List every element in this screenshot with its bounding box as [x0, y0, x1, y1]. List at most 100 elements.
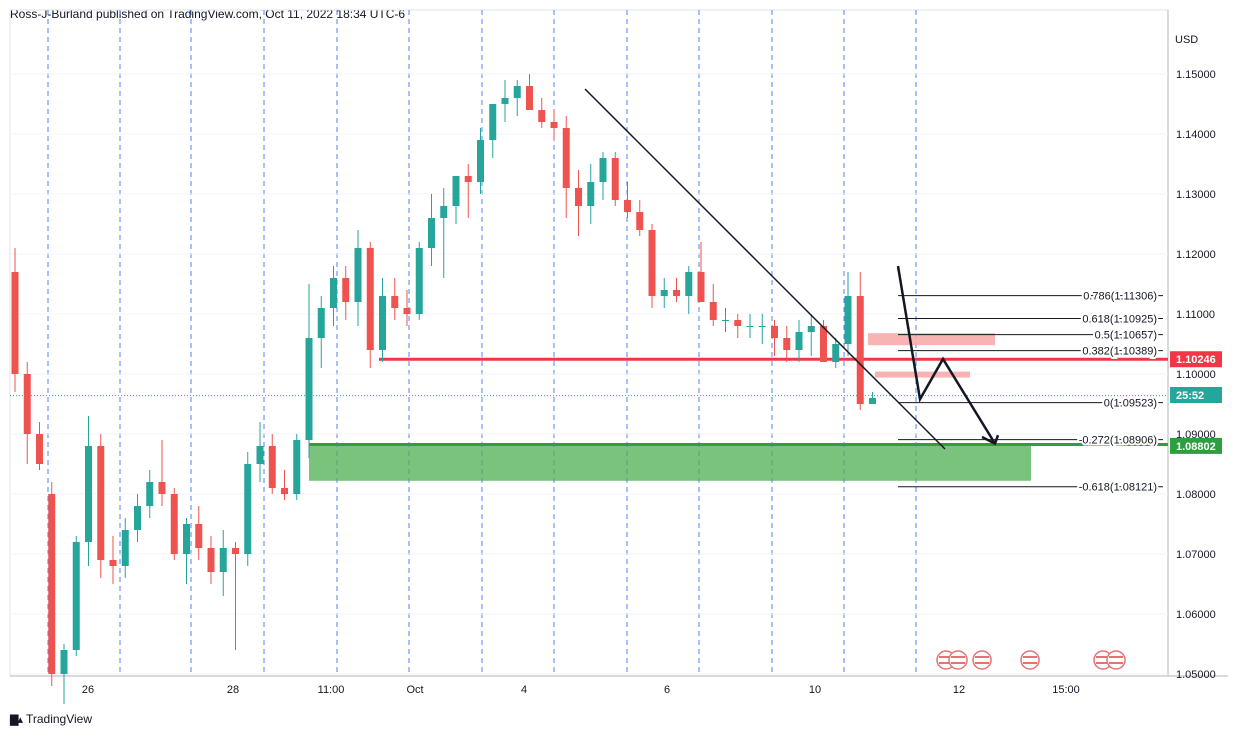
candle-body [293, 440, 301, 494]
candle-body [599, 158, 607, 182]
event-flag-icon [948, 650, 968, 670]
fib-level-label: 0.618(1.10925) [1082, 314, 1157, 326]
price-tick-label: 1.12000 [1176, 249, 1216, 261]
fib-level-label: -0.272(1.08906) [1079, 435, 1157, 447]
candle-body [440, 206, 448, 218]
candle-body [820, 326, 827, 362]
price-tick-label: 1.08000 [1176, 489, 1216, 501]
candle-body [869, 398, 876, 404]
candle-body [268, 446, 276, 488]
time-tick-label: 10 [809, 684, 821, 696]
candle-body [685, 272, 693, 296]
candle-body [673, 290, 680, 296]
price-tick-label: 1.10000 [1176, 369, 1216, 381]
candle-body [832, 344, 840, 362]
price-label-box [1170, 437, 1222, 454]
time-axis: 26 28 11:00 Oct 4 6 10 12 15:00 [82, 684, 1080, 696]
candle-body [709, 302, 717, 320]
candle-body [207, 548, 215, 572]
candle-body [501, 98, 509, 104]
candle-body [746, 326, 754, 327]
price-label-box [1170, 351, 1222, 368]
candle-body [771, 326, 778, 338]
candle-body [575, 188, 582, 206]
candle-body [526, 86, 533, 110]
price-tick-label: 1.15000 [1176, 69, 1216, 81]
price-tick-label: 1.11000 [1176, 309, 1215, 321]
projection-arrowhead [981, 434, 1000, 446]
footer-brand: TradingView [25, 712, 93, 726]
candle-body [195, 524, 203, 548]
candles [11, 74, 876, 704]
candle-body [158, 482, 166, 494]
price-label-text: 25:52 [1176, 390, 1204, 402]
support-zone [309, 444, 1031, 481]
fib-level-label: 0.5(1.10657) [1095, 330, 1157, 342]
drawings [584, 88, 1000, 450]
time-tick-label: 4 [521, 684, 527, 696]
candle-body [366, 248, 374, 350]
candle-body [379, 296, 386, 350]
candle-body [244, 464, 252, 554]
candle-body [844, 296, 852, 344]
candle-body [562, 128, 570, 188]
candle-body [758, 326, 766, 327]
event-flag-icon [972, 650, 992, 670]
fib-level-label: -0.618(1.08121) [1079, 482, 1157, 494]
candle-body [795, 332, 803, 350]
time-tick-label: 15:00 [1052, 684, 1080, 696]
candle-body [856, 296, 864, 404]
candle-body [452, 176, 460, 206]
price-tick-label: 1.05000 [1176, 669, 1216, 681]
candle-body [256, 446, 264, 464]
candle-body [219, 548, 227, 572]
price-tick-label: 1.14000 [1176, 129, 1216, 141]
candle-body [403, 308, 411, 314]
candle-body [146, 482, 154, 506]
candle-body [636, 212, 644, 230]
fib-level-label: 0.786(1.11306) [1083, 291, 1157, 303]
candle-body [697, 272, 705, 302]
candle-body [391, 296, 399, 308]
gridlines [9, 9, 1228, 677]
candle-body [183, 524, 190, 554]
candle-body [415, 248, 423, 314]
price-axis: 1.15000 1.14000 1.13000 1.12000 1.11000 1.100… [1170, 69, 1222, 681]
event-flag-icon [1020, 650, 1040, 670]
candle-body [587, 182, 595, 206]
price-label-text: 1.10246 [1176, 354, 1216, 366]
candle-body [121, 530, 129, 566]
candle-body [60, 650, 68, 674]
candle-body [85, 446, 92, 542]
fib-level-label: 0(1.09523) [1104, 398, 1157, 410]
trendline [584, 88, 946, 450]
price-tick-label: 1.06000 [1176, 609, 1216, 621]
time-tick-label: 28 [227, 684, 239, 696]
candle-body [36, 434, 43, 464]
candle-body [464, 176, 472, 182]
candle-body [660, 290, 668, 296]
projection-path [896, 265, 997, 445]
time-tick-label: 11:00 [318, 684, 345, 696]
candle-body [23, 374, 31, 434]
candle-body [11, 272, 19, 374]
candle-body [281, 488, 288, 494]
candle-body [783, 338, 791, 350]
price-tick-label: 1.13000 [1176, 189, 1216, 201]
supply-zone-small [875, 371, 970, 378]
candle-body [232, 548, 239, 554]
time-tick-label: 26 [82, 684, 94, 696]
candle-body [170, 494, 178, 554]
candle-body [489, 104, 497, 140]
zones [10, 333, 1168, 481]
price-tick-label: 1.07000 [1176, 549, 1216, 561]
candle-body [550, 122, 558, 128]
candle-body [72, 542, 80, 650]
candle-body [317, 308, 325, 338]
candle-body [134, 506, 141, 530]
candlestick-chart[interactable]: 0.786(1.11306) 0.618(1.10925) 0.5(1.10657)… [0, 0, 1239, 705]
candle-body [722, 320, 729, 321]
candle-body [624, 200, 631, 212]
candle-body [330, 278, 337, 308]
footer: ▇▴ TradingView [10, 712, 92, 726]
